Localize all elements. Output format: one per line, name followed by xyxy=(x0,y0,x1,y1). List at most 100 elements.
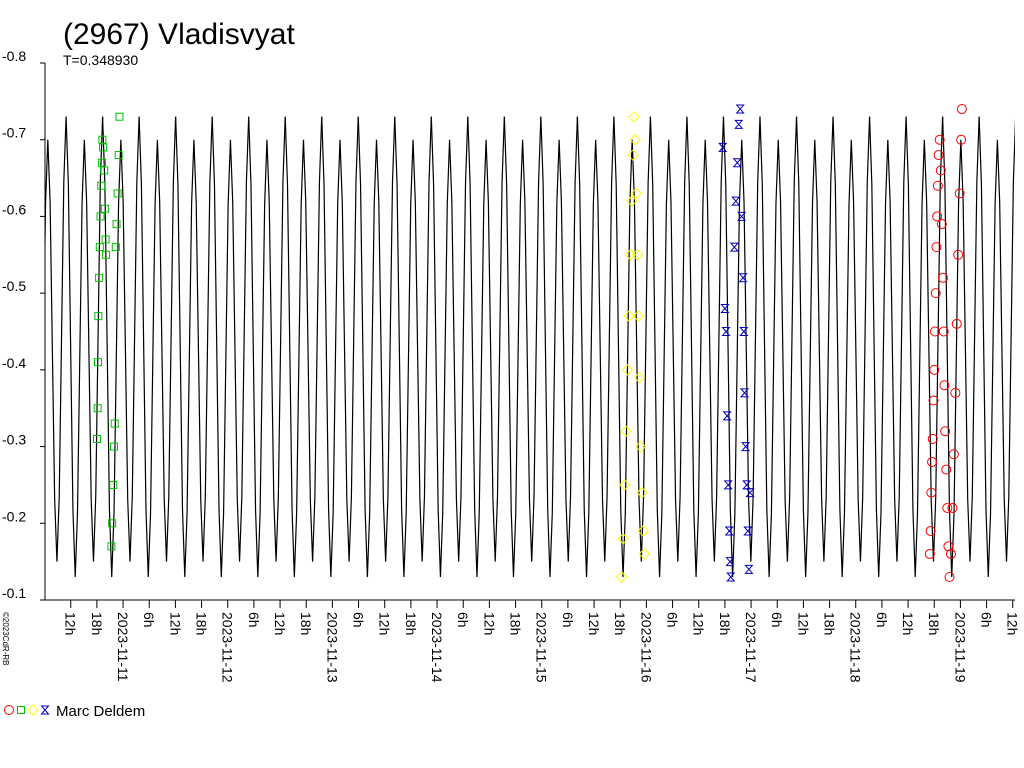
x-tick-label: 2023-11-13 xyxy=(324,612,340,683)
point xyxy=(745,488,755,498)
point xyxy=(618,479,631,491)
x-tick-label: 12h xyxy=(481,612,497,635)
y-tick-label: -0.4 xyxy=(2,355,26,371)
y-tick-label: -0.8 xyxy=(2,48,26,64)
point xyxy=(629,134,641,146)
point xyxy=(100,204,109,213)
x-tick-label: 2023-11-12 xyxy=(220,612,236,683)
y-tick-label: -0.6 xyxy=(2,201,26,217)
point xyxy=(633,371,646,384)
point xyxy=(627,149,639,161)
x-tick-label: 2023-11-15 xyxy=(534,612,550,683)
point xyxy=(107,542,116,551)
point xyxy=(628,110,640,123)
x-tick-label: 6h xyxy=(979,612,995,628)
point xyxy=(617,532,629,545)
period-label: T=0.348930 xyxy=(63,52,138,68)
point xyxy=(620,425,632,437)
observations xyxy=(93,104,967,583)
x-tick-label: 12h xyxy=(795,612,811,635)
y-tick-label: -0.2 xyxy=(2,508,26,524)
point xyxy=(941,464,952,475)
model-cycle xyxy=(832,116,871,578)
legend-label: Marc Deldem xyxy=(56,703,145,720)
point xyxy=(4,705,14,715)
point xyxy=(114,151,123,160)
copyright: ©2023CdR-RB xyxy=(1,612,10,665)
point xyxy=(96,212,105,221)
point xyxy=(623,310,635,322)
point xyxy=(624,249,637,261)
point xyxy=(950,387,961,398)
legend: Marc Deldem xyxy=(4,703,145,720)
point xyxy=(929,364,940,375)
x-tick-label: 18h xyxy=(89,612,105,635)
x-tick-label: 6h xyxy=(665,612,681,628)
point xyxy=(101,235,110,244)
point xyxy=(932,211,943,222)
x-tick-label: 12h xyxy=(691,612,707,635)
point xyxy=(930,288,941,299)
point xyxy=(956,134,967,145)
point xyxy=(924,548,935,559)
point xyxy=(744,564,754,574)
model-cycle xyxy=(613,116,652,578)
point xyxy=(956,104,967,115)
point xyxy=(731,196,741,206)
point xyxy=(98,135,107,144)
x-tick-label: 12h xyxy=(586,612,602,635)
model-cycle xyxy=(576,116,615,578)
x-tick-label: 6h xyxy=(246,612,262,628)
point xyxy=(927,456,938,467)
point xyxy=(632,310,645,322)
x-tick-label: 6h xyxy=(874,612,890,628)
point xyxy=(948,449,959,460)
point xyxy=(947,502,958,513)
x-tick-label: 2023-11-19 xyxy=(952,612,968,683)
point xyxy=(944,571,955,582)
point xyxy=(743,526,753,536)
point xyxy=(928,395,939,406)
model-cycle xyxy=(540,116,578,578)
point xyxy=(925,525,936,536)
model-curve xyxy=(45,116,1015,578)
x-tick-label: 12h xyxy=(900,612,916,635)
x-tick-label: 12h xyxy=(167,612,183,635)
point xyxy=(932,180,943,191)
model-cycle xyxy=(138,116,177,578)
point xyxy=(937,272,948,283)
model-cycle xyxy=(211,116,250,578)
point xyxy=(27,704,39,716)
y-tick-label: -0.1 xyxy=(2,585,26,601)
model-cycle xyxy=(45,116,67,562)
model-cycle xyxy=(905,116,944,578)
x-tick-label: 18h xyxy=(508,612,524,635)
point xyxy=(113,189,122,198)
model-cycle xyxy=(942,116,980,578)
model-cycle xyxy=(686,116,725,578)
model-cycle xyxy=(321,116,359,578)
x-tick-label: 18h xyxy=(403,612,419,635)
y-tick-label: -0.5 xyxy=(2,278,26,294)
point xyxy=(95,243,104,252)
point xyxy=(720,303,730,313)
x-tick-label: 18h xyxy=(194,612,210,635)
y-tick-label: -0.7 xyxy=(2,125,26,141)
model-cycle xyxy=(357,116,396,578)
point xyxy=(732,158,742,168)
point xyxy=(734,119,744,129)
point xyxy=(934,134,945,145)
point xyxy=(634,440,647,453)
point xyxy=(637,525,649,537)
point xyxy=(940,426,951,437)
point xyxy=(615,571,628,583)
x-tick-label: 18h xyxy=(926,612,942,635)
x-tick-label: 18h xyxy=(717,612,733,635)
point xyxy=(112,220,121,229)
point xyxy=(945,548,956,559)
model-cycle xyxy=(65,116,104,578)
point xyxy=(953,249,964,260)
point xyxy=(739,327,749,336)
point xyxy=(115,112,124,121)
point xyxy=(739,388,750,398)
